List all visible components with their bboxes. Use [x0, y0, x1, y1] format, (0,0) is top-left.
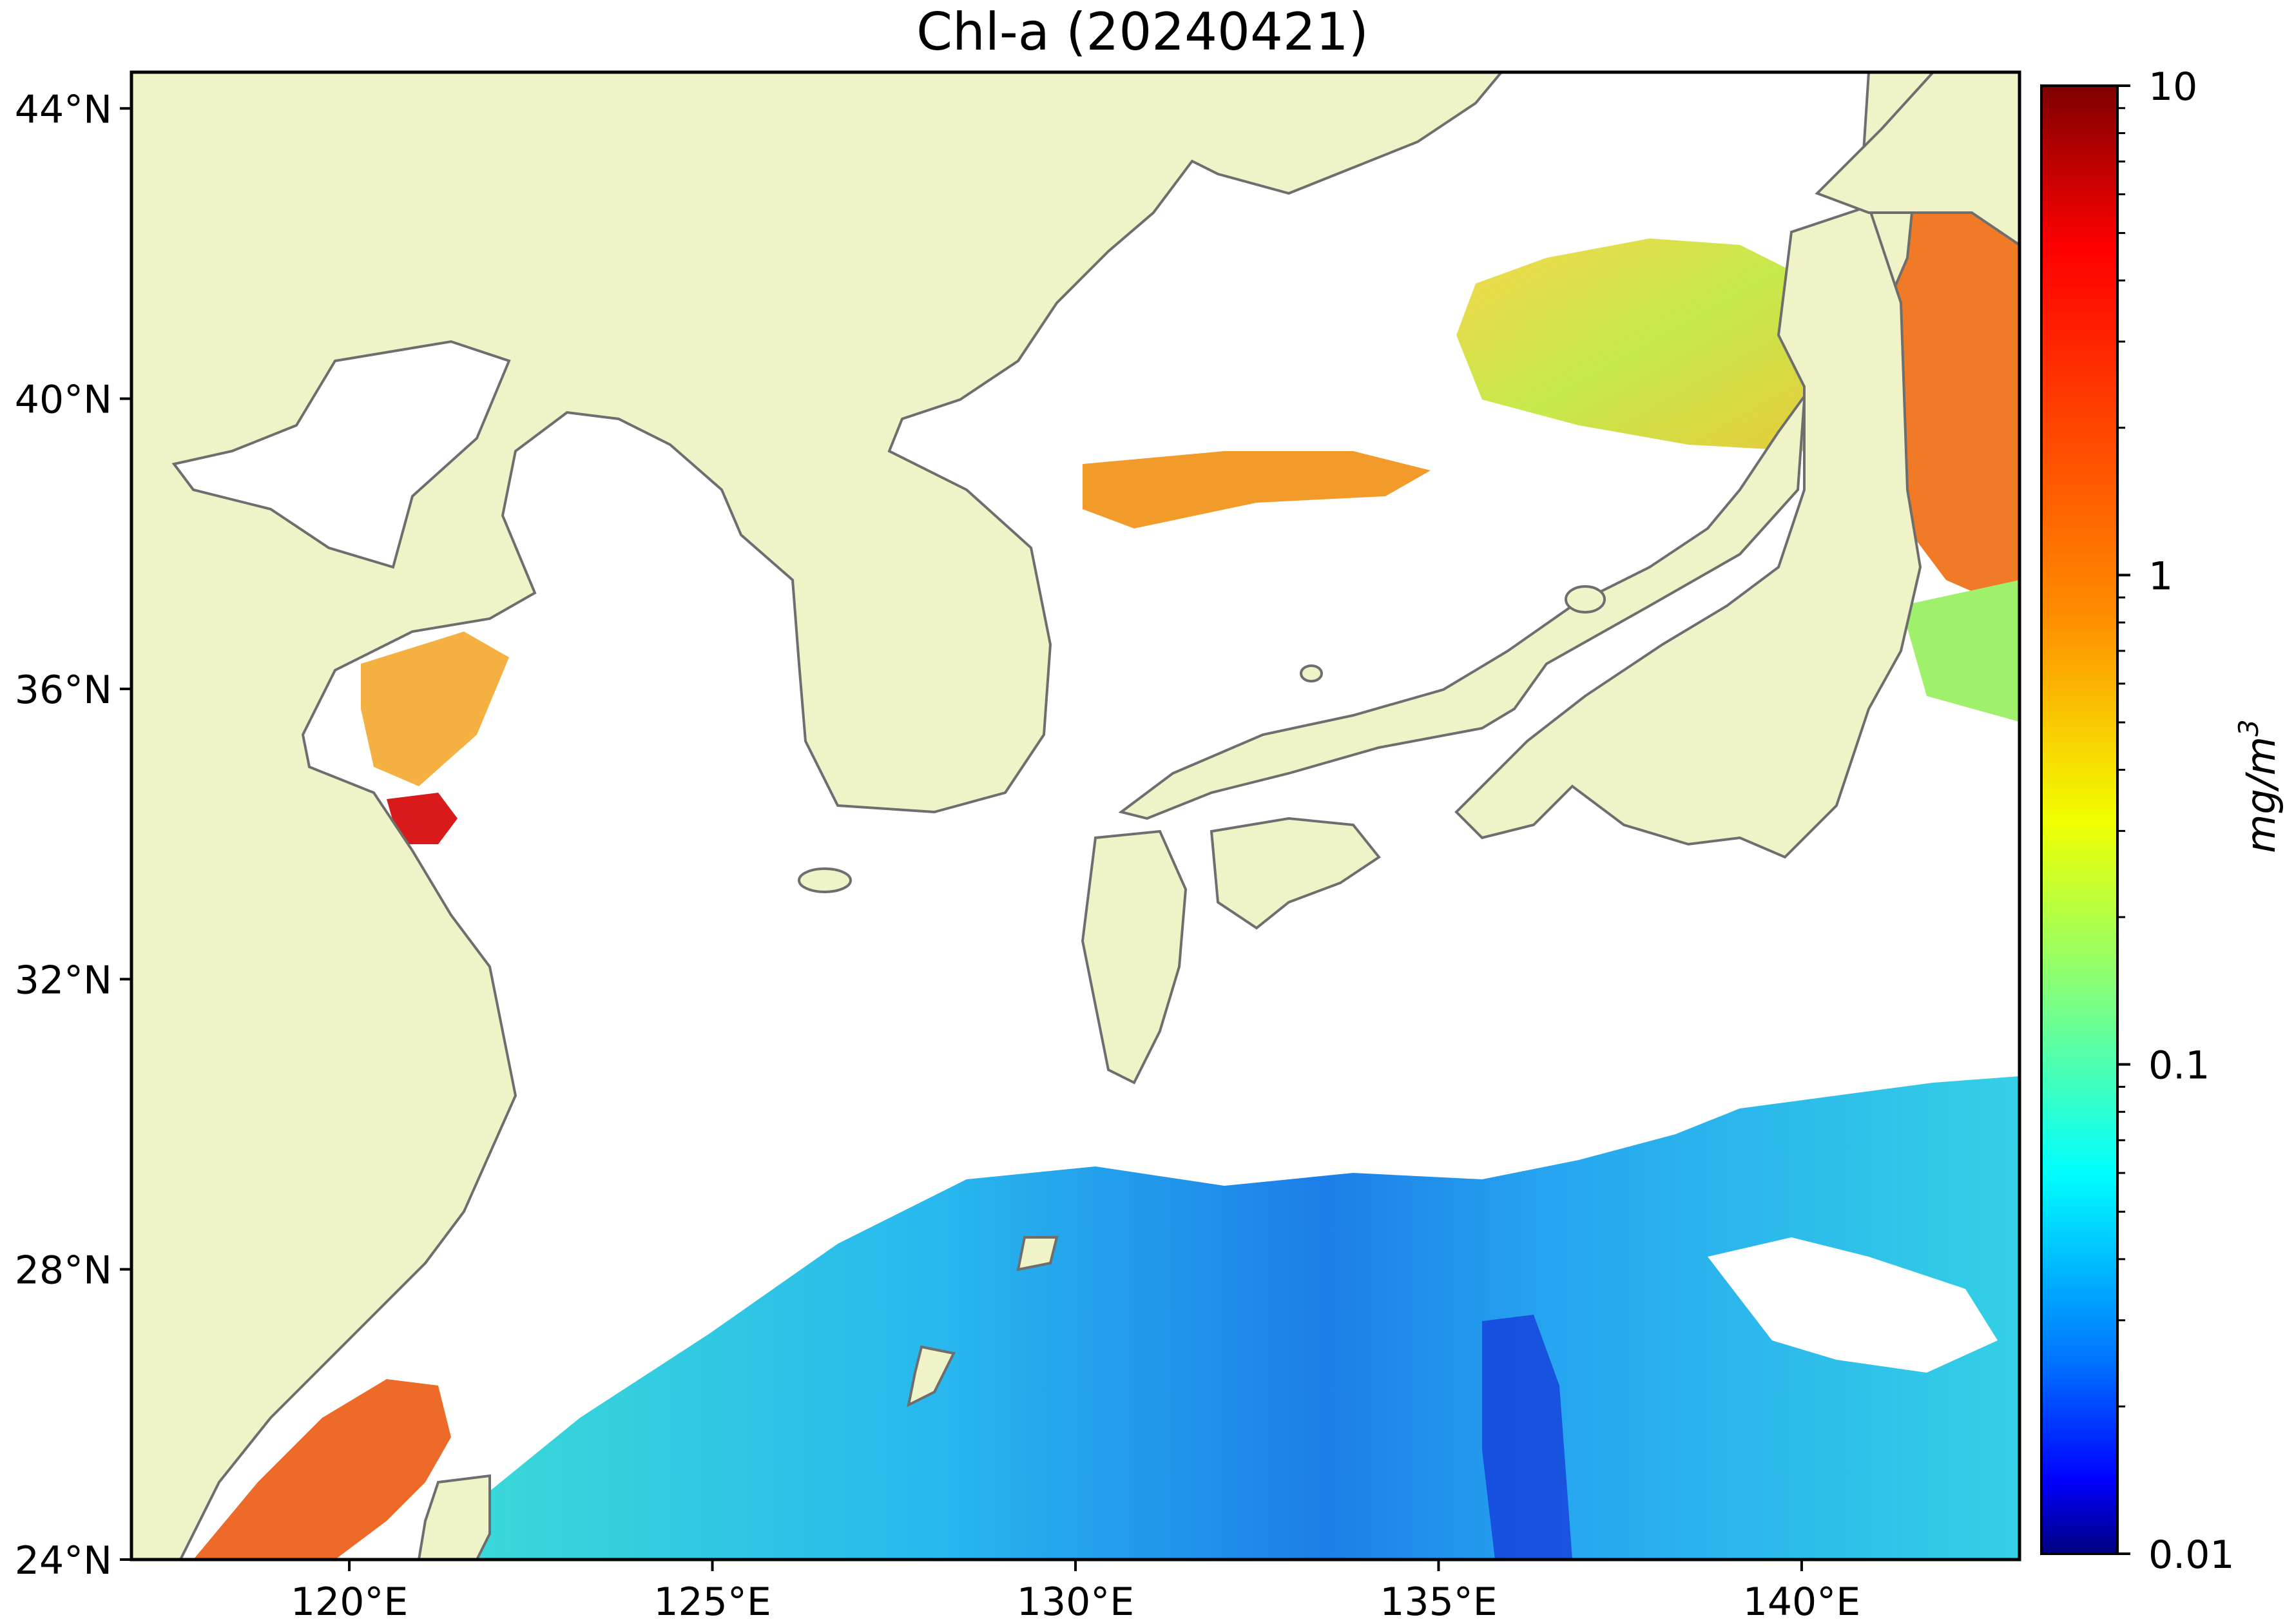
colorbar-tick-label: 1	[2148, 554, 2173, 599]
lon-tick-label: 125°E	[653, 1580, 771, 1624]
lat-tick-label: 24°N	[15, 1538, 112, 1583]
longitude-axis: 120°E 125°E 130°E 135°E 140°E	[291, 1560, 1860, 1624]
land-amami	[1016, 1236, 1059, 1271]
land-japan-north-tohoku	[1454, 204, 1922, 859]
map-title: Chl-a (20240421)	[916, 2, 1369, 62]
lat-tick-label: 28°N	[15, 1248, 112, 1293]
land-jeju	[798, 867, 852, 893]
chl-field-south	[477, 1076, 2020, 1560]
lat-tick-label: 44°N	[15, 87, 112, 132]
map-area	[131, 72, 2020, 1560]
chl-field-cloud-gap	[1708, 1237, 1998, 1373]
land-asia	[131, 72, 1503, 1560]
land-sado	[1565, 585, 1606, 614]
lon-tick-label: 140°E	[1743, 1580, 1860, 1624]
chl-field-pacific-e	[1901, 580, 2020, 722]
lat-tick-label: 36°N	[15, 668, 112, 713]
colorbar-label: mg/m3	[2233, 719, 2284, 853]
colorbar	[2040, 84, 2119, 1555]
colorbar-label-unit: mg/m	[2237, 737, 2284, 853]
lon-tick-label: 130°E	[1017, 1580, 1134, 1624]
land-kyushu	[1081, 829, 1188, 1085]
lon-tick-label: 120°E	[291, 1580, 408, 1624]
colorbar-tick-label: 10	[2148, 64, 2197, 110]
chl-field-taiwan-strait	[193, 1379, 451, 1560]
lat-tick-label: 32°N	[15, 958, 112, 1003]
colorbar-ticks: 10 1 0.1 0.01	[2117, 64, 2235, 1578]
land-oki	[1300, 664, 1323, 682]
land-hokkaido	[1815, 72, 2020, 247]
land-shikoku	[1210, 817, 1381, 930]
chl-field-yellow-sea	[361, 632, 509, 786]
chl-field-jiangsu	[387, 793, 458, 844]
latitude-axis: 44°N 40°N 36°N 32°N 28°N 24°N	[15, 87, 131, 1583]
land-okinawa	[907, 1345, 956, 1407]
lon-tick-label: 135°E	[1380, 1580, 1497, 1624]
colorbar-tick-label: 0.1	[2148, 1043, 2210, 1088]
chl-field-japan-sea	[1456, 238, 1837, 451]
colorbar-tick-label: 0.01	[2148, 1532, 2235, 1578]
colorbar-label-superscript: 3	[2233, 719, 2264, 737]
land-taiwan	[417, 1474, 491, 1560]
land-liaodong	[171, 340, 511, 569]
lat-tick-label: 40°N	[15, 378, 112, 423]
chl-field-deep	[1482, 1315, 1572, 1560]
chl-field-pacific-ne	[1882, 206, 2020, 612]
chl-field-band	[1083, 451, 1431, 528]
